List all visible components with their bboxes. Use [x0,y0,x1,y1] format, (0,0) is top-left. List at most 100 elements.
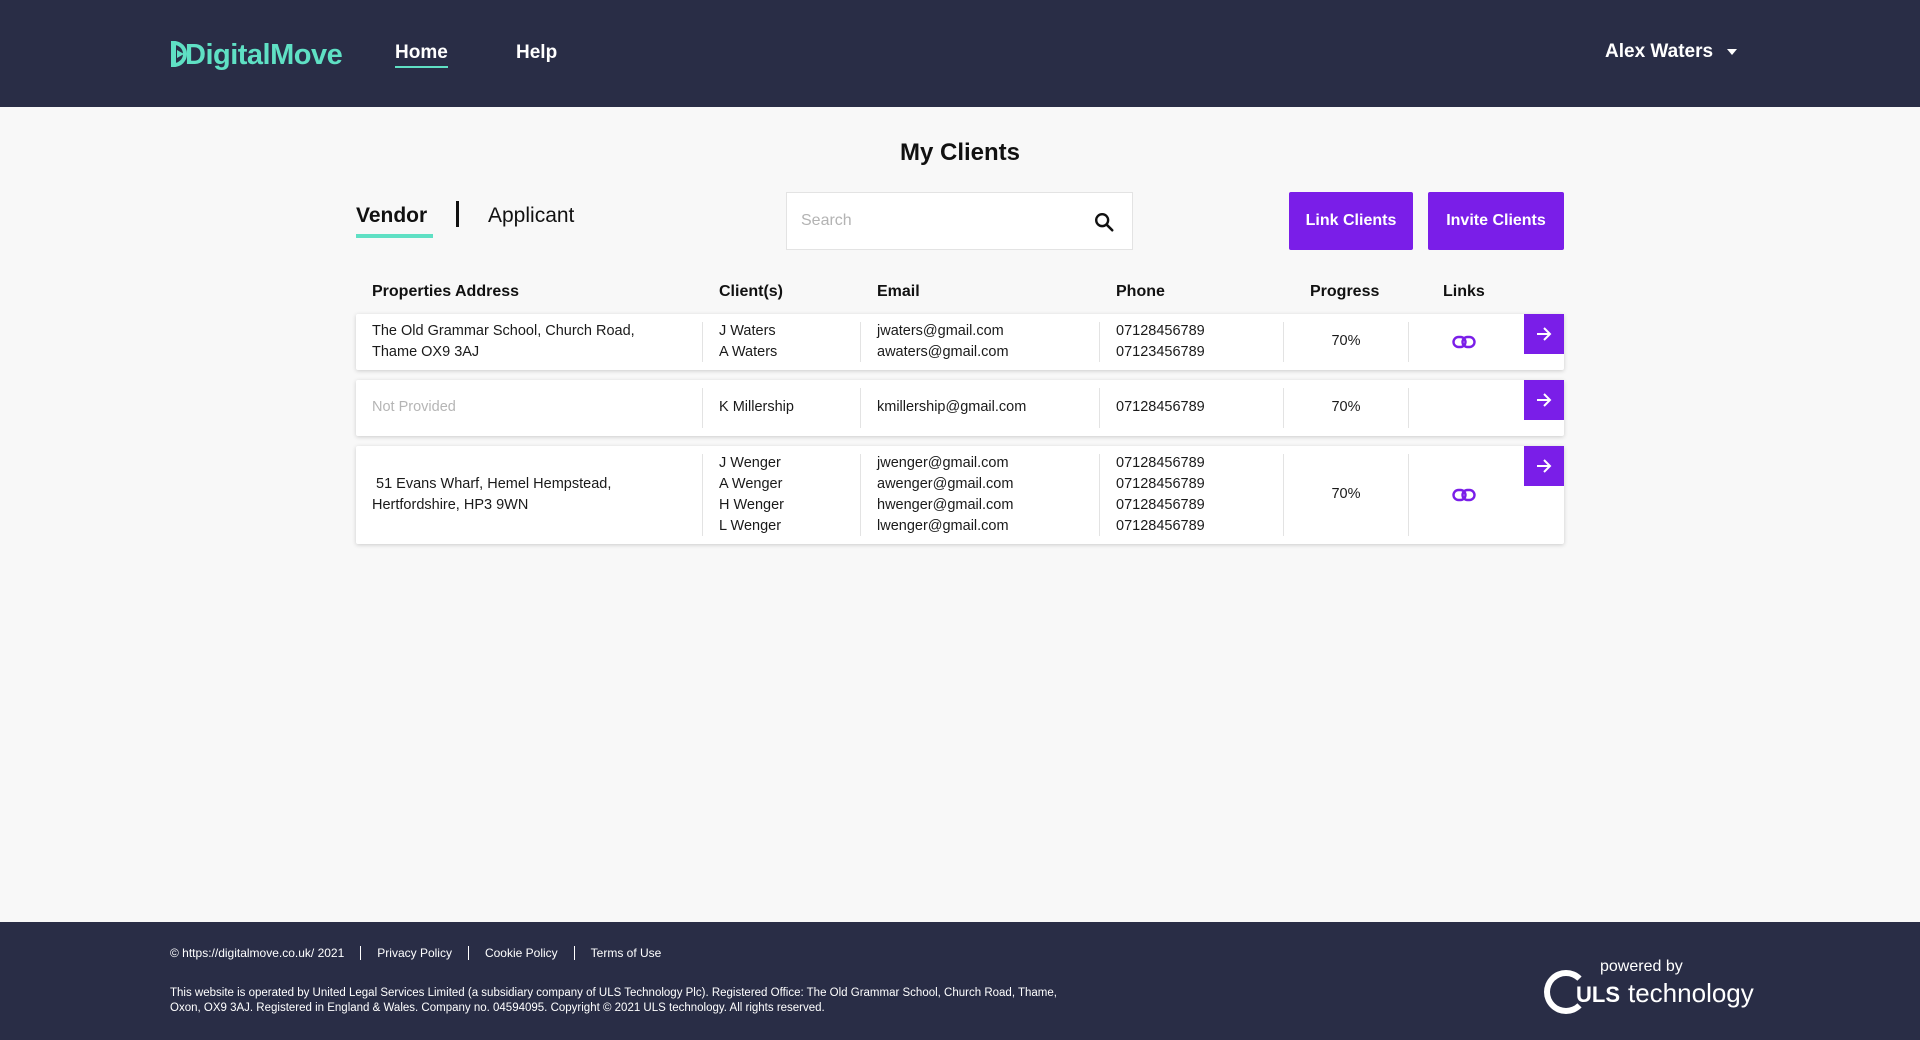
progress-value: 70% [1331,399,1361,415]
phone-cell: 07128456789 07128456789 07128456789 0712… [1116,453,1205,537]
arrow-right-icon [1537,327,1552,341]
uls-text: ULS [1576,982,1620,1007]
technology-text: technology [1628,978,1754,1008]
uls-technology-logo: powered by ULS technology [1544,958,1754,1014]
progress-value: 70% [1331,333,1361,349]
tab-applicant[interactable]: Applicant [488,204,575,227]
column-divider [1283,388,1284,428]
column-divider [860,454,861,536]
header-links: Links [1443,283,1485,300]
column-divider [702,322,703,362]
column-divider [702,388,703,428]
footer-terms-link[interactable]: Terms of Use [590,946,662,960]
nav-home[interactable]: Home [395,41,448,68]
link-icon[interactable] [1452,488,1476,502]
column-divider [1408,388,1409,428]
page-title: My Clients [899,139,1021,166]
address-line: The Old Grammar School, Church Road, [372,323,635,339]
invite-clients-button[interactable]: Invite Clients [1428,192,1564,250]
arrow-right-icon [1537,393,1552,407]
column-divider [702,454,703,536]
client-name: J Wenger [719,455,781,471]
header-clients: Client(s) [719,283,783,300]
footer: © https://digitalmove.co.uk/ 2021 Privac… [0,922,1920,1040]
footer-copyright-link[interactable]: © https://digitalmove.co.uk/ 2021 [170,946,345,960]
progress-value: 70% [1331,486,1361,502]
phone-cell: 07128456789 07123456789 [1116,321,1205,363]
client-phone: 07128456789 [1116,323,1205,339]
powered-by-text: powered by [1600,958,1683,975]
client-email: jwaters@gmail.com [877,323,1004,339]
uls-ring-icon [1544,970,1588,1014]
email-cell: jwaters@gmail.com awaters@gmail.com [877,321,1009,363]
client-phone: 07128456789 [1116,476,1205,492]
client-name: K Millership [719,399,794,415]
footer-legal-text: This website is operated by United Legal… [170,987,1057,1014]
client-email: kmillership@gmail.com [877,399,1027,415]
table-row[interactable]: 51 Evans Wharf, Hemel Hempstead, Hertfor… [356,446,1564,544]
address-line: Thame OX9 3AJ [372,344,480,360]
search-icon[interactable] [1093,211,1115,233]
column-divider [1283,322,1284,362]
address-line: 51 Evans Wharf, Hemel Hempstead, [372,476,612,492]
footer-privacy-link[interactable]: Privacy Policy [377,946,452,960]
client-phone: 07128456789 [1116,497,1205,513]
address-line: Hertfordshire, HP3 9WN [372,497,529,513]
client-phone: 07123456789 [1116,344,1205,360]
tab-vendor-label: Vendor [356,204,428,227]
client-name: H Wenger [719,497,785,513]
footer-divider [573,946,575,960]
column-divider [860,388,861,428]
arrow-right-icon [1537,459,1552,473]
active-tab-underline [356,234,433,238]
link-clients-button[interactable]: Link Clients [1289,192,1413,250]
table-row[interactable]: The Old Grammar School, Church Road, Tha… [356,314,1564,370]
client-name: L Wenger [719,518,782,534]
open-row-button[interactable] [1524,314,1564,354]
address-cell: 51 Evans Wharf, Hemel Hempstead, Hertfor… [372,474,611,516]
column-divider [1408,454,1409,536]
client-phone: 07128456789 [1116,455,1205,471]
footer-cookie-link[interactable]: Cookie Policy [484,946,558,960]
client-email: awenger@gmail.com [877,476,1014,492]
tab-divider [456,201,459,227]
open-row-button[interactable] [1524,380,1564,420]
header-phone: Phone [1116,283,1165,300]
search-input[interactable] [801,193,1081,249]
email-cell: jwenger@gmail.com awenger@gmail.com hwen… [877,453,1013,537]
column-divider [860,322,861,362]
logo-text: DigitalMove [185,39,343,71]
footer-links: © https://digitalmove.co.uk/ 2021 Privac… [170,946,661,960]
column-divider [1408,322,1409,362]
clients-cell: J Waters A Waters [719,321,777,363]
client-email: lwenger@gmail.com [877,518,1009,534]
header-progress: Progress [1310,283,1380,300]
column-divider [1099,388,1100,428]
client-phone: 07128456789 [1116,399,1205,415]
open-row-button[interactable] [1524,446,1564,486]
column-divider [1099,454,1100,536]
client-name: A Waters [719,344,778,360]
header-properties-address: Properties Address [372,283,520,300]
tab-vendor[interactable]: Vendor [356,203,433,238]
address-cell: The Old Grammar School, Church Road, Tha… [372,321,635,363]
client-email: jwenger@gmail.com [877,455,1009,471]
user-menu[interactable]: Alex Waters [1605,40,1738,64]
column-divider [1099,322,1100,362]
column-divider [1283,454,1284,536]
caret-down-icon [1727,49,1738,55]
logo-mark-icon [171,41,187,67]
table-row[interactable]: Not Provided K Millership kmillership@gm… [356,380,1564,436]
user-name: Alex Waters [1605,41,1714,62]
link-icon[interactable] [1452,335,1476,349]
top-nav-bar: DigitalMove Home Help Alex Waters [0,0,1920,107]
address-cell: Not Provided [372,399,456,415]
nav-help[interactable]: Help [516,42,558,63]
clients-cell: J Wenger A Wenger H Wenger L Wenger [719,453,784,537]
digitalmove-logo[interactable]: DigitalMove [171,38,343,72]
footer-divider [360,946,362,960]
client-name: A Wenger [719,476,783,492]
footer-divider [467,946,469,960]
client-name: J Waters [719,323,776,339]
client-email: hwenger@gmail.com [877,497,1014,513]
